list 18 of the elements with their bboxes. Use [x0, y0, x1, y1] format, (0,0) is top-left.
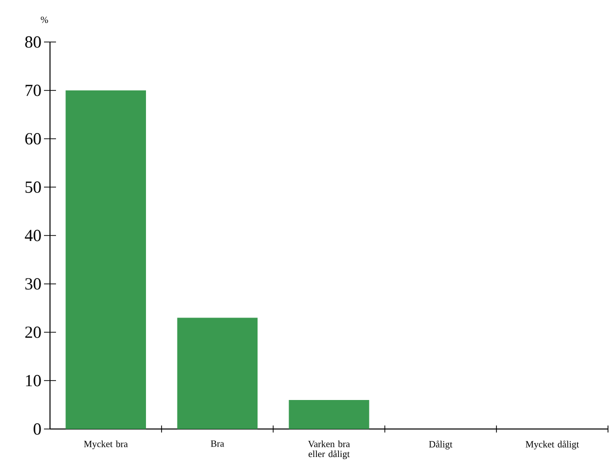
- x-tick-label: Varken bra eller dåligt: [308, 440, 350, 460]
- y-tick-label: 60: [25, 133, 41, 144]
- y-tick-label: 80: [25, 36, 41, 48]
- x-tick-label: Mycket bra: [84, 440, 128, 450]
- y-tick-label: 30: [25, 278, 41, 290]
- bar: [177, 318, 258, 429]
- y-tick-label: 0: [34, 423, 41, 435]
- x-tick-label: Dåligt: [429, 440, 452, 450]
- x-tick-label: Mycket dåligt: [526, 440, 579, 450]
- y-tick-label: 20: [25, 326, 41, 338]
- y-tick-label: 10: [26, 374, 41, 386]
- x-tick-label: Bra: [210, 440, 224, 447]
- bar: [288, 400, 370, 429]
- y-axis-title: %: [40, 16, 48, 24]
- y-tick-label: 70: [26, 84, 41, 96]
- bar: [66, 90, 146, 429]
- y-tick-label: 40: [24, 230, 41, 242]
- y-tick-label: 50: [26, 181, 41, 193]
